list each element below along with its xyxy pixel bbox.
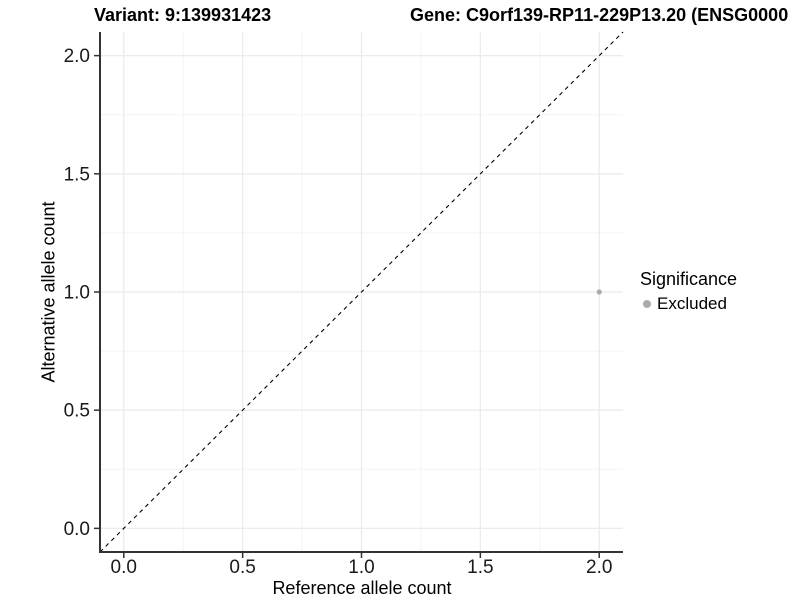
legend-item-excluded: Excluded — [640, 294, 737, 314]
x-axis-title: Reference allele count — [272, 578, 452, 598]
y-tick-label: 1.5 — [64, 164, 90, 185]
x-tick-label: 1.5 — [467, 557, 493, 578]
data-point — [596, 289, 602, 295]
y-tick-label: 0.0 — [64, 519, 90, 540]
legend: Significance Excluded — [640, 269, 737, 314]
x-tick-label: 0.0 — [111, 557, 137, 578]
legend-title: Significance — [640, 269, 738, 289]
identity-dashed-line — [99, 31, 624, 553]
y-axis-title: Alternative allele count — [38, 201, 59, 383]
legend-point-icon — [643, 300, 651, 308]
x-tick-label: 2.0 — [586, 557, 612, 578]
y-tick-label: 0.5 — [64, 401, 90, 422]
y-tick-label: 1.0 — [64, 283, 90, 304]
plot-title-gene: Gene: C9orf139-RP11-229P13.20 (ENSG0000 — [410, 5, 789, 25]
x-tick-label: 0.5 — [229, 557, 255, 578]
plot-title-variant: Variant: 9:139931423 — [94, 5, 272, 25]
y-tick-label: 2.0 — [64, 46, 90, 67]
legend-item-label: Excluded — [657, 294, 727, 313]
x-tick-label: 1.0 — [348, 557, 374, 578]
